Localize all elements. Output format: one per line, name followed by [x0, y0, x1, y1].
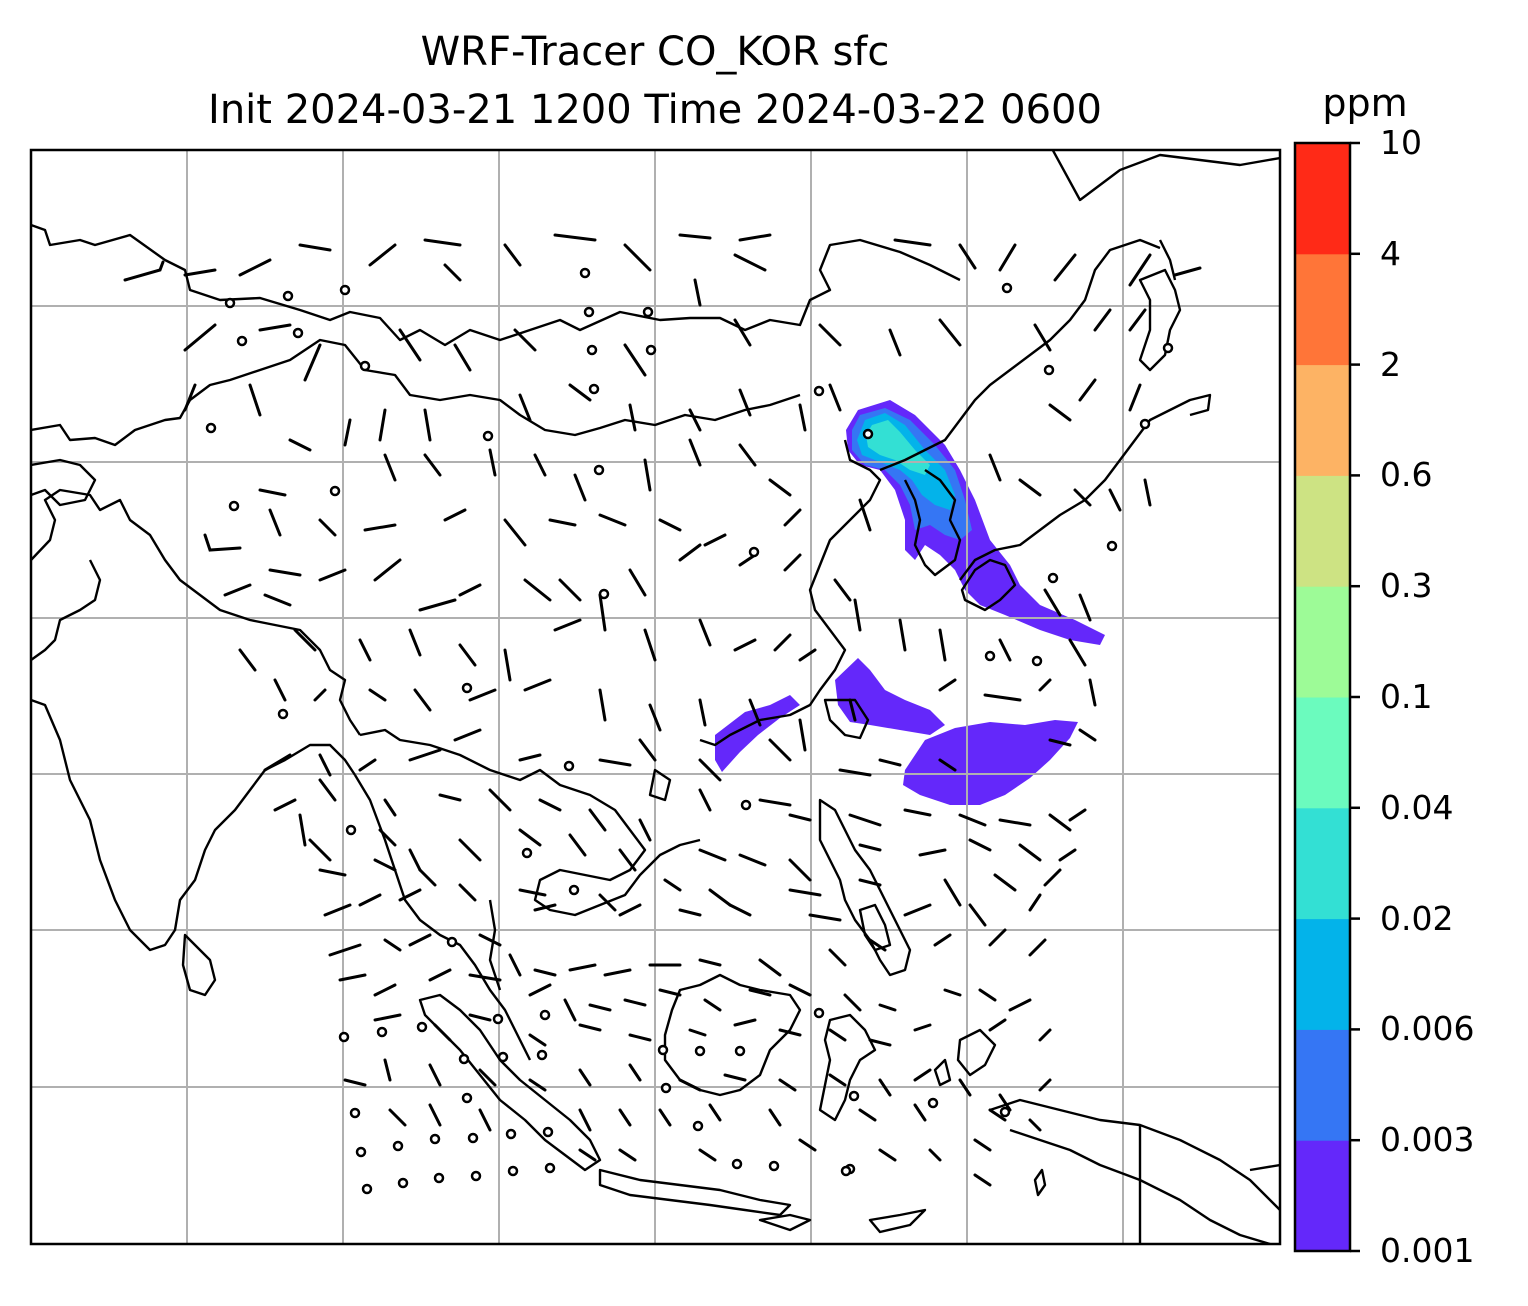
colorbar-segment: [1295, 364, 1350, 476]
colorbar-tick-label: 0.001: [1380, 1231, 1475, 1270]
colorbar-tick-label: 4: [1380, 233, 1401, 273]
plume-pacific: [903, 720, 1078, 805]
colorbar-segment: [1295, 475, 1350, 587]
colorbar-tick-label: 0.003: [1380, 1120, 1475, 1160]
colorbar-segment: [1295, 918, 1350, 1030]
colorbar-tick-label: 0.3: [1380, 566, 1433, 606]
map-frame: [29, 148, 1282, 1246]
colorbar-tick-label: 0.006: [1380, 1009, 1475, 1049]
colorbar-unit-label: ppm: [1322, 81, 1408, 125]
colorbar-segment: [1295, 253, 1350, 366]
colorbar-tick-label: 0.6: [1380, 455, 1433, 495]
colorbar-tick-label: 0.1: [1380, 677, 1433, 716]
colorbar-segment: [1295, 1029, 1350, 1141]
plume-ecs-2: [835, 658, 945, 735]
title-line-1: WRF-Tracer CO_KOR sfc: [420, 29, 890, 75]
colorbar-segment: [1295, 586, 1350, 698]
colorbar-tick-label: 0.02: [1380, 898, 1454, 938]
title-line-2: Init 2024-03-21 1200 Time 2024-03-22 060…: [208, 87, 1102, 133]
wind-barbs: [123, 233, 1202, 1187]
colorbar-segment: [1295, 807, 1350, 920]
colorbar-tick-label: 2: [1380, 344, 1401, 384]
colorbar: [1293, 141, 1360, 1253]
colorbar-segment: [1295, 1140, 1350, 1252]
gridlines: [31, 150, 1280, 1244]
colorbar-tick-label: 0.04: [1380, 787, 1454, 827]
colorbar-segment: [1295, 143, 1350, 255]
calm-wind-markers: [205, 267, 1174, 1195]
plume-ecs: [715, 695, 800, 772]
coastlines: [31, 150, 1280, 1244]
colorbar-segment: [1295, 697, 1350, 809]
colorbar-tick-label: 10: [1380, 123, 1422, 162]
